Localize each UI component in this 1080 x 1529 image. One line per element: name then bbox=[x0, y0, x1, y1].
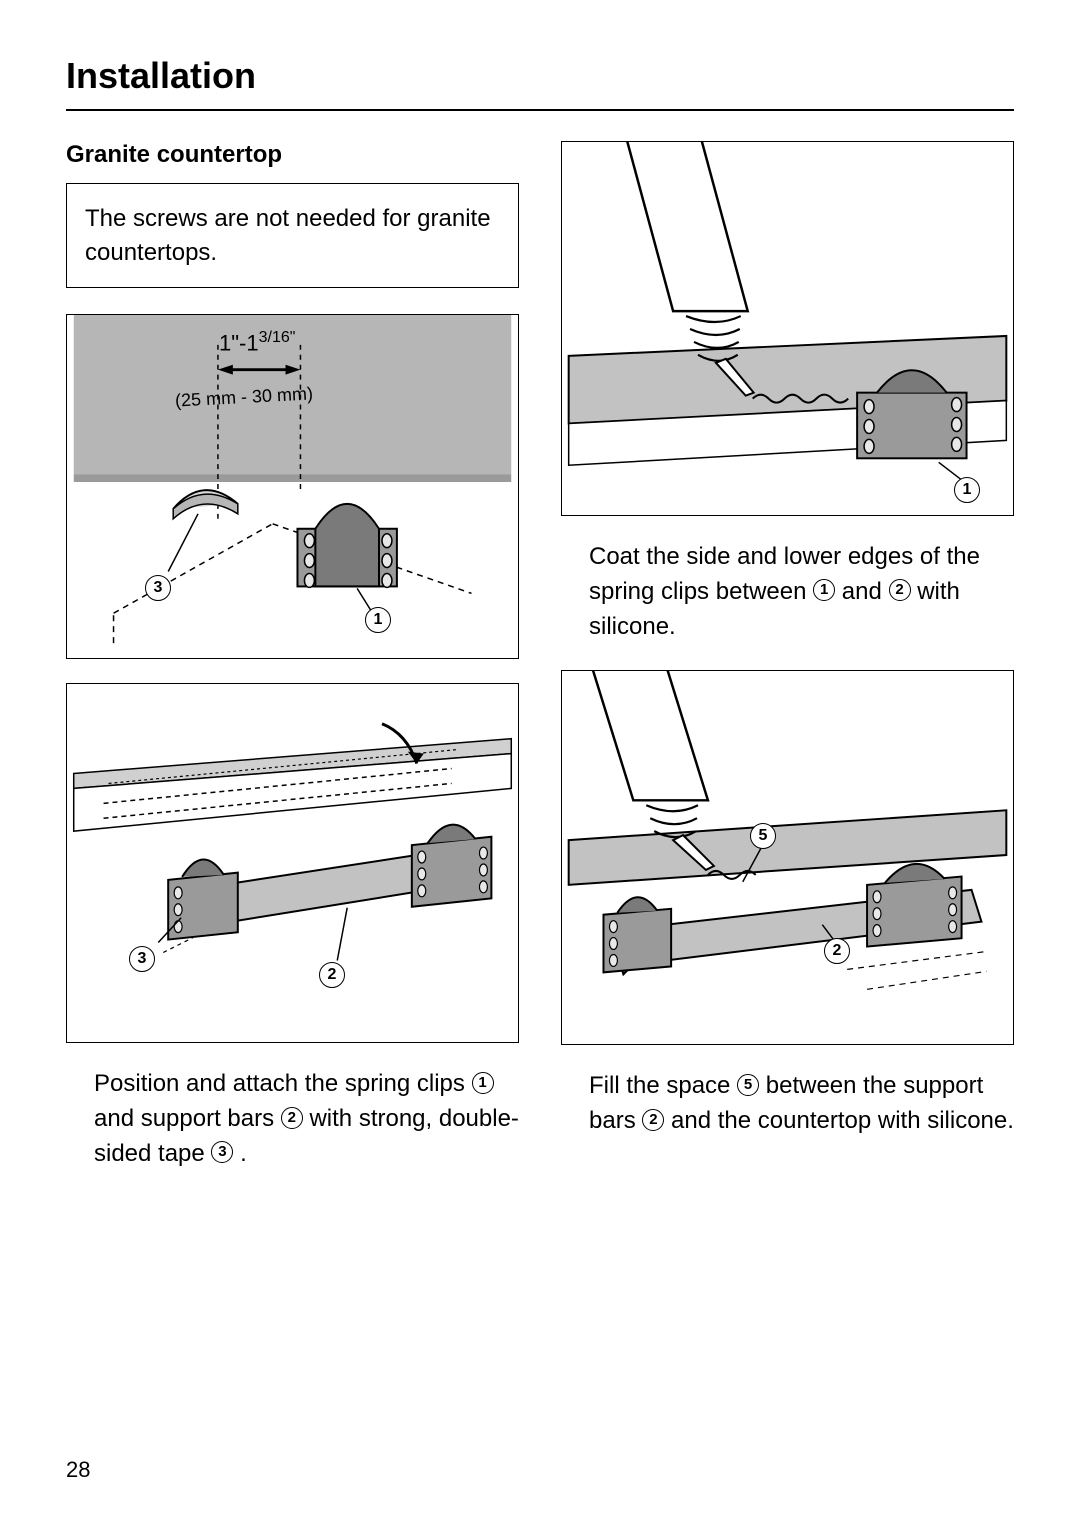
cap2-c1: 1 bbox=[813, 579, 835, 601]
figure-1: 1"-13/16" (25 mm - 30 mm) 3 1 bbox=[66, 314, 519, 659]
cap2-c2: 2 bbox=[889, 579, 911, 601]
page-number: 28 bbox=[66, 1457, 90, 1483]
right-column: 1 Coat the side and lower edges of the s… bbox=[561, 141, 1014, 1198]
page-header: Installation bbox=[66, 55, 1014, 111]
dim-frac: 3/16" bbox=[259, 329, 296, 346]
callout-3: 3 bbox=[129, 946, 155, 972]
callout-1: 1 bbox=[365, 607, 391, 633]
cap3-c2: 2 bbox=[642, 1109, 664, 1131]
cap3-c5: 5 bbox=[737, 1074, 759, 1096]
cap1-p2: and support bars bbox=[94, 1105, 281, 1132]
page-title: Installation bbox=[66, 55, 1014, 97]
left-column: Granite countertop The screws are not ne… bbox=[66, 141, 519, 1198]
content-columns: Granite countertop The screws are not ne… bbox=[66, 141, 1014, 1198]
caption-3: Fill the space 5 between the support bar… bbox=[561, 1069, 1014, 1139]
cap1-p1: Position and attach the spring clips bbox=[94, 1070, 472, 1097]
dim-label: 1"-13/16" bbox=[219, 329, 295, 356]
cap3-p3: and the countertop with silicone. bbox=[671, 1107, 1014, 1134]
figure-2: 3 2 bbox=[66, 683, 519, 1043]
note-text: The screws are not needed for granite co… bbox=[85, 205, 491, 266]
note-box: The screws are not needed for granite co… bbox=[66, 183, 519, 288]
cap1-c1: 1 bbox=[472, 1072, 494, 1094]
cap1-p4: . bbox=[240, 1140, 247, 1167]
figure-3: 1 bbox=[561, 141, 1014, 516]
cap3-p1: Fill the space bbox=[589, 1072, 737, 1099]
callout-3: 3 bbox=[145, 575, 171, 601]
dim-inch: 1"-1 bbox=[219, 331, 259, 356]
cap1-c3: 3 bbox=[211, 1141, 233, 1163]
caption-2: Coat the side and lower edges of the spr… bbox=[561, 540, 1014, 644]
figure-4: 5 2 bbox=[561, 670, 1014, 1045]
subtitle-granite: Granite countertop bbox=[66, 141, 519, 169]
callout-2: 2 bbox=[319, 962, 345, 988]
cap1-c2: 2 bbox=[281, 1107, 303, 1129]
caption-1: Position and attach the spring clips 1 a… bbox=[66, 1067, 519, 1171]
cap2-p2: and bbox=[842, 578, 889, 605]
callout-1: 1 bbox=[954, 477, 980, 503]
